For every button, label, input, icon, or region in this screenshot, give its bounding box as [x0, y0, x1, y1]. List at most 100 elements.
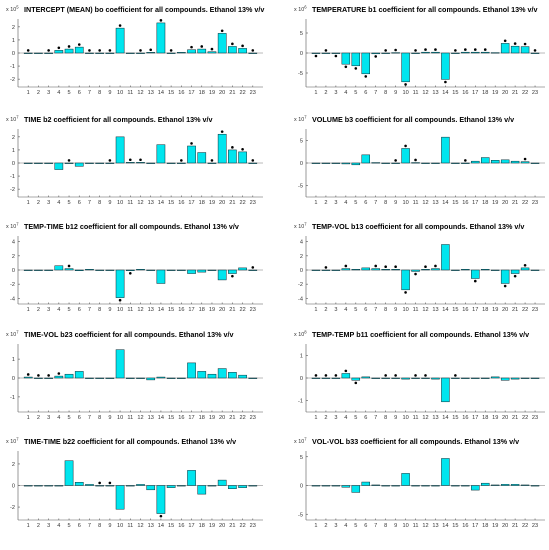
y-tick-label: 2 [12, 254, 15, 260]
bar-2 [34, 162, 43, 164]
x-tick-label: 2 [37, 415, 40, 421]
x-tick-label: 17 [188, 307, 194, 313]
significance-marker [384, 265, 387, 268]
x-tick-label: 22 [239, 415, 245, 421]
x-tick-label: 3 [334, 200, 337, 206]
x-tick-label: 4 [344, 90, 347, 96]
bar-23 [530, 377, 540, 379]
significance-marker [434, 48, 437, 51]
x-tick-label: 5 [354, 415, 357, 421]
significance-marker [241, 147, 244, 151]
bar-10 [401, 269, 410, 291]
bar-5 [64, 162, 74, 164]
x-tick-label: 12 [422, 307, 428, 313]
x-tick-label: 20 [502, 523, 508, 529]
bar-14 [441, 244, 450, 271]
x-tick-label: 1 [27, 90, 30, 96]
x-tick-label: 13 [148, 200, 154, 206]
significance-marker [77, 43, 81, 46]
x-tick-label: 12 [422, 90, 428, 96]
x-tick-label: 8 [384, 523, 387, 529]
bar-8 [381, 377, 390, 379]
bar-18 [481, 51, 490, 54]
y-tick-label: -1 [10, 64, 15, 70]
bar-19 [207, 51, 217, 54]
x-tick-label: 6 [364, 200, 367, 206]
bar-17 [187, 470, 196, 486]
bar-17 [471, 51, 480, 54]
bar-17 [187, 145, 196, 164]
x-tick-label: 8 [384, 90, 387, 96]
bar-21 [228, 46, 237, 54]
bar-23 [248, 269, 258, 271]
x-tick-label: 18 [482, 200, 488, 206]
bar-1 [311, 485, 321, 487]
bar-10 [401, 148, 410, 164]
bar-3 [44, 485, 53, 487]
significance-marker [231, 274, 234, 278]
x-tick-label: 19 [209, 307, 215, 313]
significance-marker [503, 284, 507, 288]
x-tick-label: 10 [117, 90, 123, 96]
bar-3 [44, 162, 53, 164]
bar-15 [166, 269, 176, 271]
x-tick-label: 18 [482, 523, 488, 529]
x-tick-label: 5 [67, 200, 70, 206]
bar-21 [510, 269, 520, 274]
x-tick-label: 13 [432, 523, 438, 529]
bar-20 [217, 33, 227, 54]
x-tick-label: 17 [472, 200, 478, 206]
x-tick-label: 11 [413, 307, 419, 313]
bar-3 [331, 162, 341, 164]
significance-marker [47, 374, 50, 377]
bar-23 [530, 485, 540, 487]
significance-marker [169, 49, 173, 52]
bar-2 [321, 162, 331, 164]
x-tick-label: 6 [78, 415, 81, 421]
bar-13 [146, 162, 156, 164]
y-tick-label: -5 [298, 184, 303, 190]
bar-14 [156, 144, 166, 164]
x-tick-label: 21 [229, 307, 235, 313]
y-tick-label: 2 [300, 254, 303, 260]
x-tick-label: 22 [239, 523, 245, 529]
x-tick-label: 3 [334, 523, 337, 529]
y-tick-label: -2 [10, 282, 15, 288]
significance-marker [324, 49, 328, 52]
x-tick-label: 17 [472, 90, 478, 96]
x-tick-label: 23 [532, 307, 538, 313]
bar-20 [500, 159, 510, 164]
x-tick-label: 22 [239, 200, 245, 206]
bar-23 [248, 377, 258, 379]
x-tick-label: 5 [67, 415, 70, 421]
bar-13 [431, 377, 440, 380]
bar-20 [217, 269, 227, 281]
x-tick-label: 1 [27, 415, 30, 421]
x-tick-label: 20 [219, 307, 225, 313]
significance-marker [533, 49, 537, 52]
significance-marker [128, 272, 132, 275]
bar-9 [105, 485, 115, 487]
significance-marker [190, 45, 193, 49]
significance-marker [67, 264, 71, 268]
x-tick-label: 22 [239, 90, 245, 96]
bar-14 [441, 377, 450, 403]
bar-1 [23, 269, 33, 271]
x-tick-label: 6 [364, 307, 367, 313]
bar-7 [85, 269, 94, 271]
significance-marker [513, 42, 517, 45]
x-tick-label: 18 [199, 90, 205, 96]
bar-18 [197, 485, 207, 495]
bar-21 [228, 269, 237, 274]
bar-16 [177, 377, 186, 379]
significance-marker [394, 48, 397, 52]
x-tick-label: 21 [512, 90, 518, 96]
x-tick-label: 14 [158, 307, 164, 313]
x-tick-label: 22 [239, 307, 245, 313]
x-tick-label: 3 [47, 200, 50, 206]
bar-20 [217, 133, 227, 164]
chart-title: TIME b2 coefficient for all compounds. E… [24, 115, 213, 124]
x-tick-label: 17 [188, 200, 194, 206]
x-tick-label: 9 [394, 90, 397, 96]
significance-marker [139, 49, 142, 52]
